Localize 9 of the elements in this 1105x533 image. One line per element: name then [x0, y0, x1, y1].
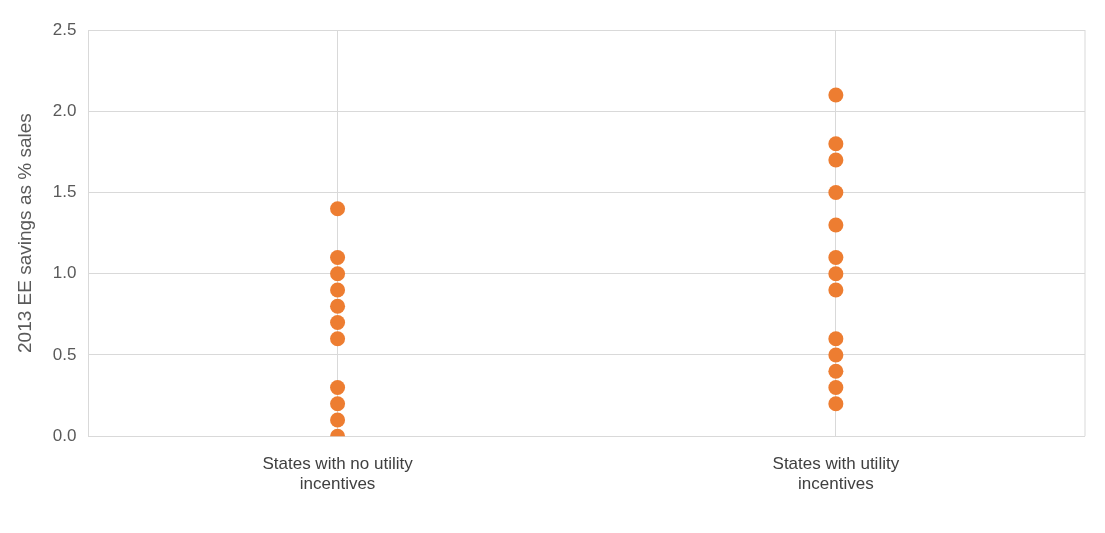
y-axis-title: 2013 EE savings as % sales — [13, 113, 35, 353]
y-tick-label: 0.5 — [52, 344, 77, 364]
x-tick-label: States with no utility incentives — [262, 454, 414, 494]
y-tick-label: 1.0 — [52, 263, 77, 283]
y-tick-label: 2.0 — [52, 100, 77, 120]
y-tick-label: 1.5 — [52, 182, 77, 202]
y-tick-label: 0.0 — [52, 425, 77, 445]
y-tick-label: 2.5 — [52, 19, 77, 39]
x-tick-label: States with utility incentives — [772, 454, 900, 494]
